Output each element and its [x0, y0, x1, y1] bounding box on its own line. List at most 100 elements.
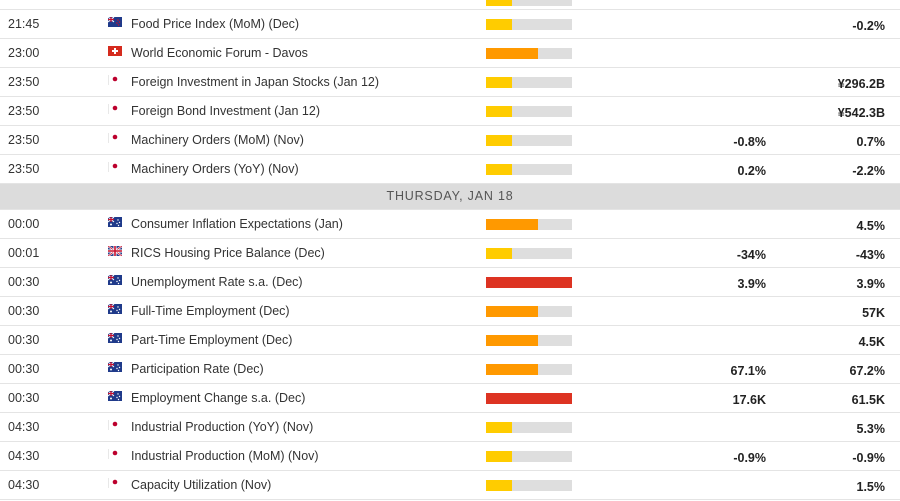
impact-fill [486, 451, 512, 462]
forecast-value [646, 99, 766, 127]
impact-bar-low [486, 422, 572, 433]
table-row[interactable]: 23:50 Machinery Orders (MoM) (Nov) -0.8%… [0, 126, 900, 155]
impact-bar-low [486, 164, 572, 175]
event-name[interactable]: Industrial Production (YoY) (Nov) [131, 420, 314, 434]
event-name[interactable]: Full-Time Employment (Dec) [131, 304, 290, 318]
impact-fill [486, 135, 512, 146]
japan-flag-icon [108, 449, 122, 459]
event-time: 00:30 [8, 362, 40, 376]
impact-bar-low [486, 248, 572, 259]
impact-fill [486, 219, 538, 230]
table-row[interactable]: 00:30 Employment Change s.a. (Dec) 17.6K… [0, 384, 900, 413]
table-row[interactable]: 23:50 Foreign Investment in Japan Stocks… [0, 68, 900, 97]
switzerland-flag-icon [108, 46, 122, 56]
previous-value: ¥296.2B [837, 77, 885, 91]
previous-value: -43% [855, 248, 885, 262]
impact-bar-low [486, 19, 572, 30]
event-name[interactable]: Food Price Index (MoM) (Dec) [131, 17, 300, 31]
day-header: THURSDAY, JAN 18 [0, 184, 900, 210]
event-name[interactable]: Machinery Orders (YoY) (Nov) [131, 162, 299, 176]
event-time: 23:50 [8, 75, 40, 89]
table-row[interactable]: 00:00 Consumer Inflation Expectations (J… [0, 210, 900, 239]
table-row[interactable]: 23:50 Machinery Orders (YoY) (Nov) 0.2% … [0, 155, 900, 184]
event-name[interactable]: Foreign Bond Investment (Jan 12) [131, 104, 320, 118]
previous-value: -2.2% [852, 164, 885, 178]
impact-bar-low [486, 77, 572, 88]
event-time: 00:30 [8, 333, 40, 347]
forecast-value: -0.9% [733, 451, 766, 465]
impact-bar-high [486, 393, 572, 404]
previous-value: 0.7% [856, 135, 886, 149]
impact-fill [486, 277, 572, 288]
previous-value: 3.9% [856, 277, 886, 291]
event-name[interactable]: Participation Rate (Dec) [131, 362, 264, 376]
event-name[interactable]: Part-Time Employment (Dec) [131, 333, 293, 347]
previous-value: 4.5% [856, 219, 886, 233]
previous-value: 67.2% [849, 364, 885, 378]
forecast-value: 17.6K [732, 393, 766, 407]
event-time: 04:30 [8, 420, 40, 434]
table-row[interactable]: 00:30 Full-Time Employment (Dec) 57K [0, 297, 900, 326]
event-name[interactable]: Machinery Orders (MoM) (Nov) [131, 133, 304, 147]
impact-bar-high [486, 277, 572, 288]
impact-fill [486, 248, 512, 259]
impact-fill [486, 335, 538, 346]
table-row[interactable]: 04:30 Capacity Utilization (Nov) 1.5% [0, 471, 900, 500]
forecast-value: 67.1% [730, 364, 766, 378]
new-zealand-flag-icon [108, 17, 122, 27]
impact-bar-low [486, 480, 572, 491]
table-row[interactable]: 00:30 Participation Rate (Dec) 67.1% 67.… [0, 355, 900, 384]
australia-flag-icon [108, 217, 122, 227]
table-row[interactable]: 04:30 Industrial Production (YoY) (Nov) … [0, 413, 900, 442]
japan-flag-icon [108, 478, 122, 488]
table-row-partial[interactable] [0, 0, 900, 10]
australia-flag-icon [108, 362, 122, 372]
australia-flag-icon [108, 304, 122, 314]
forecast-value [646, 473, 766, 501]
event-time: 00:00 [8, 217, 40, 231]
impact-fill [486, 422, 512, 433]
impact-bar-low [486, 106, 572, 117]
previous-value: -0.2% [852, 19, 885, 33]
impact-bar-medium [486, 219, 572, 230]
event-name[interactable]: RICS Housing Price Balance (Dec) [131, 246, 325, 260]
australia-flag-icon [108, 391, 122, 401]
impact-bar [486, 0, 572, 6]
table-row[interactable]: 23:50 Foreign Bond Investment (Jan 12) ¥… [0, 97, 900, 126]
event-name[interactable]: Unemployment Rate s.a. (Dec) [131, 275, 303, 289]
impact-bar-medium [486, 306, 572, 317]
event-name[interactable]: Foreign Investment in Japan Stocks (Jan … [131, 75, 380, 89]
forecast-value: 0.2% [737, 164, 767, 178]
impact-fill [486, 106, 512, 117]
impact-fill [486, 364, 538, 375]
forecast-value [646, 299, 766, 327]
japan-flag-icon [108, 162, 122, 172]
event-time: 23:50 [8, 162, 40, 176]
event-time: 04:30 [8, 478, 40, 492]
australia-flag-icon [108, 275, 122, 285]
event-time: 04:30 [8, 449, 40, 463]
table-row[interactable]: 00:01 RICS Housing Price Balance (Dec) -… [0, 239, 900, 268]
event-time: 23:00 [8, 46, 40, 60]
table-row[interactable]: 00:30 Part-Time Employment (Dec) 4.5K [0, 326, 900, 355]
forecast-value [646, 212, 766, 240]
event-name[interactable]: Capacity Utilization (Nov) [131, 478, 272, 492]
impact-bar-medium [486, 364, 572, 375]
japan-flag-icon [108, 420, 122, 430]
table-row[interactable]: 00:30 Unemployment Rate s.a. (Dec) 3.9% … [0, 268, 900, 297]
event-name[interactable]: Industrial Production (MoM) (Nov) [131, 449, 319, 463]
impact-bar-medium [486, 335, 572, 346]
event-name[interactable]: World Economic Forum - Davos [131, 46, 308, 60]
table-row[interactable]: 21:45 Food Price Index (MoM) (Dec) -0.2% [0, 10, 900, 39]
impact-fill [486, 480, 512, 491]
forecast-value [646, 41, 766, 69]
previous-value: ¥542.3B [837, 106, 885, 120]
table-row[interactable]: 04:30 Industrial Production (MoM) (Nov) … [0, 442, 900, 471]
previous-value: 5.3% [856, 422, 886, 436]
event-name[interactable]: Consumer Inflation Expectations (Jan) [131, 217, 343, 231]
table-row[interactable]: 23:00 World Economic Forum - Davos [0, 39, 900, 68]
event-time: 23:50 [8, 104, 40, 118]
event-name[interactable]: Employment Change s.a. (Dec) [131, 391, 306, 405]
forecast-value: -34% [736, 248, 766, 262]
